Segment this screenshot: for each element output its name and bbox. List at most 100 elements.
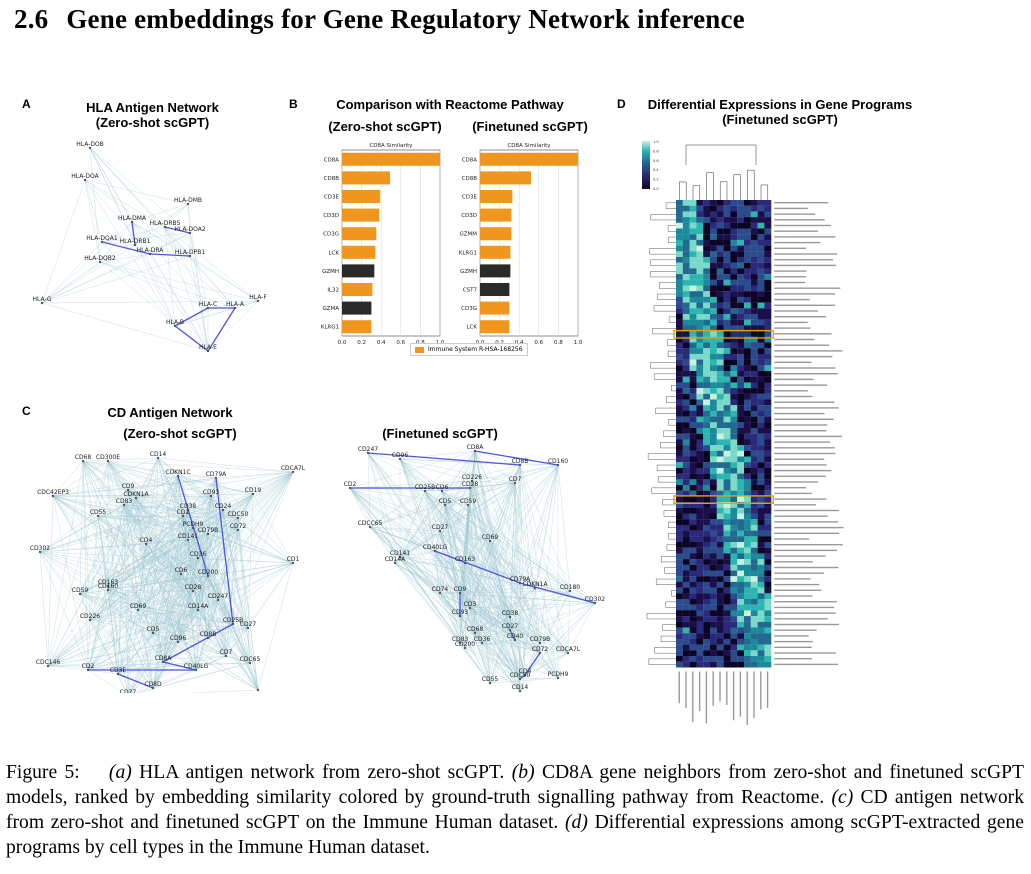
edge	[107, 585, 128, 693]
network-node	[179, 572, 183, 576]
x-tick-label: 0.6	[534, 340, 543, 346]
category-label: CD3E	[324, 195, 340, 201]
edge	[192, 527, 227, 657]
edge	[439, 592, 476, 634]
network-node	[194, 668, 198, 672]
network-node	[206, 574, 210, 578]
edge	[444, 504, 483, 644]
network-node	[538, 641, 542, 645]
edge	[467, 504, 476, 634]
edge	[459, 504, 469, 594]
network-node	[513, 638, 517, 642]
edge	[177, 509, 224, 643]
edge	[434, 550, 516, 641]
edge	[207, 493, 254, 535]
edge	[444, 450, 476, 506]
edge	[137, 599, 219, 611]
edge	[47, 641, 179, 667]
edge	[394, 550, 436, 564]
edge	[464, 647, 521, 680]
edge	[52, 495, 137, 499]
strong-edge	[101, 241, 151, 255]
category-label: CD8B	[324, 176, 340, 182]
network-node	[196, 556, 200, 560]
edge	[367, 452, 473, 482]
edge	[101, 241, 176, 327]
edge	[89, 589, 109, 621]
edge	[47, 662, 251, 667]
edge	[107, 539, 189, 587]
edge	[87, 661, 164, 671]
edge	[367, 452, 491, 684]
edge	[137, 609, 197, 671]
edge	[137, 509, 189, 611]
edge	[399, 450, 476, 460]
network-node	[508, 628, 512, 632]
edge	[539, 590, 571, 654]
node-label: PCDH9	[548, 671, 569, 678]
edge	[79, 517, 239, 595]
network-node	[106, 459, 110, 463]
network-node	[88, 146, 92, 150]
network-node	[221, 508, 225, 512]
edge	[131, 221, 236, 309]
edge	[192, 590, 219, 601]
edge	[107, 575, 209, 587]
edge	[247, 562, 294, 629]
edge	[434, 482, 516, 552]
edge	[519, 464, 559, 584]
edge	[47, 529, 239, 667]
edge	[131, 203, 189, 223]
edge	[232, 529, 239, 625]
edge	[519, 602, 596, 680]
node-label: CD74	[432, 586, 449, 593]
node-label: CD27	[120, 689, 137, 693]
panel-c-left-subtitle: (Zero-shot scGPT)	[123, 426, 237, 441]
edge	[369, 450, 476, 528]
edge	[117, 599, 219, 675]
edge	[187, 527, 194, 541]
node-label: CD55	[482, 676, 499, 683]
network-node	[196, 608, 200, 612]
edge	[187, 471, 294, 511]
node-label: CD27	[502, 623, 519, 630]
node-label: CD79A	[206, 471, 227, 478]
panel-b-left-subtitle: (Zero-shot scGPT)	[328, 119, 442, 134]
edge	[481, 642, 491, 684]
colorbar-tick: 0.6	[653, 159, 659, 163]
row-labels	[774, 202, 844, 666]
edge	[222, 471, 294, 511]
node-label: CD226	[80, 613, 100, 620]
network-node	[151, 686, 155, 690]
node-label: CD83	[116, 498, 133, 505]
edge	[232, 471, 294, 625]
strong-edge	[174, 325, 209, 352]
edge	[87, 589, 109, 671]
node-label: HLA-F	[249, 294, 267, 301]
edge	[152, 655, 227, 689]
edge	[41, 300, 259, 304]
edge	[192, 527, 249, 629]
edge	[187, 539, 227, 657]
edge	[474, 450, 571, 592]
edge	[467, 504, 541, 644]
category-label: LCK	[328, 250, 339, 256]
node-label: CD96	[170, 635, 187, 642]
edge	[399, 556, 483, 644]
node-label: CD8A	[155, 655, 173, 662]
edge	[145, 543, 251, 664]
edge	[192, 527, 209, 639]
edge	[39, 551, 209, 639]
caption-c-text: CD antigen network from zero-shot and fi…	[6, 787, 1024, 833]
network-node	[348, 486, 352, 490]
edge	[89, 533, 209, 621]
node-label: CD79B	[530, 636, 551, 643]
strong-edge	[174, 307, 209, 327]
edge	[459, 540, 491, 644]
edge	[369, 526, 596, 604]
edge	[117, 632, 154, 675]
network-node	[518, 677, 522, 681]
edge	[152, 627, 249, 634]
network-node	[38, 550, 42, 554]
edge	[474, 450, 569, 654]
